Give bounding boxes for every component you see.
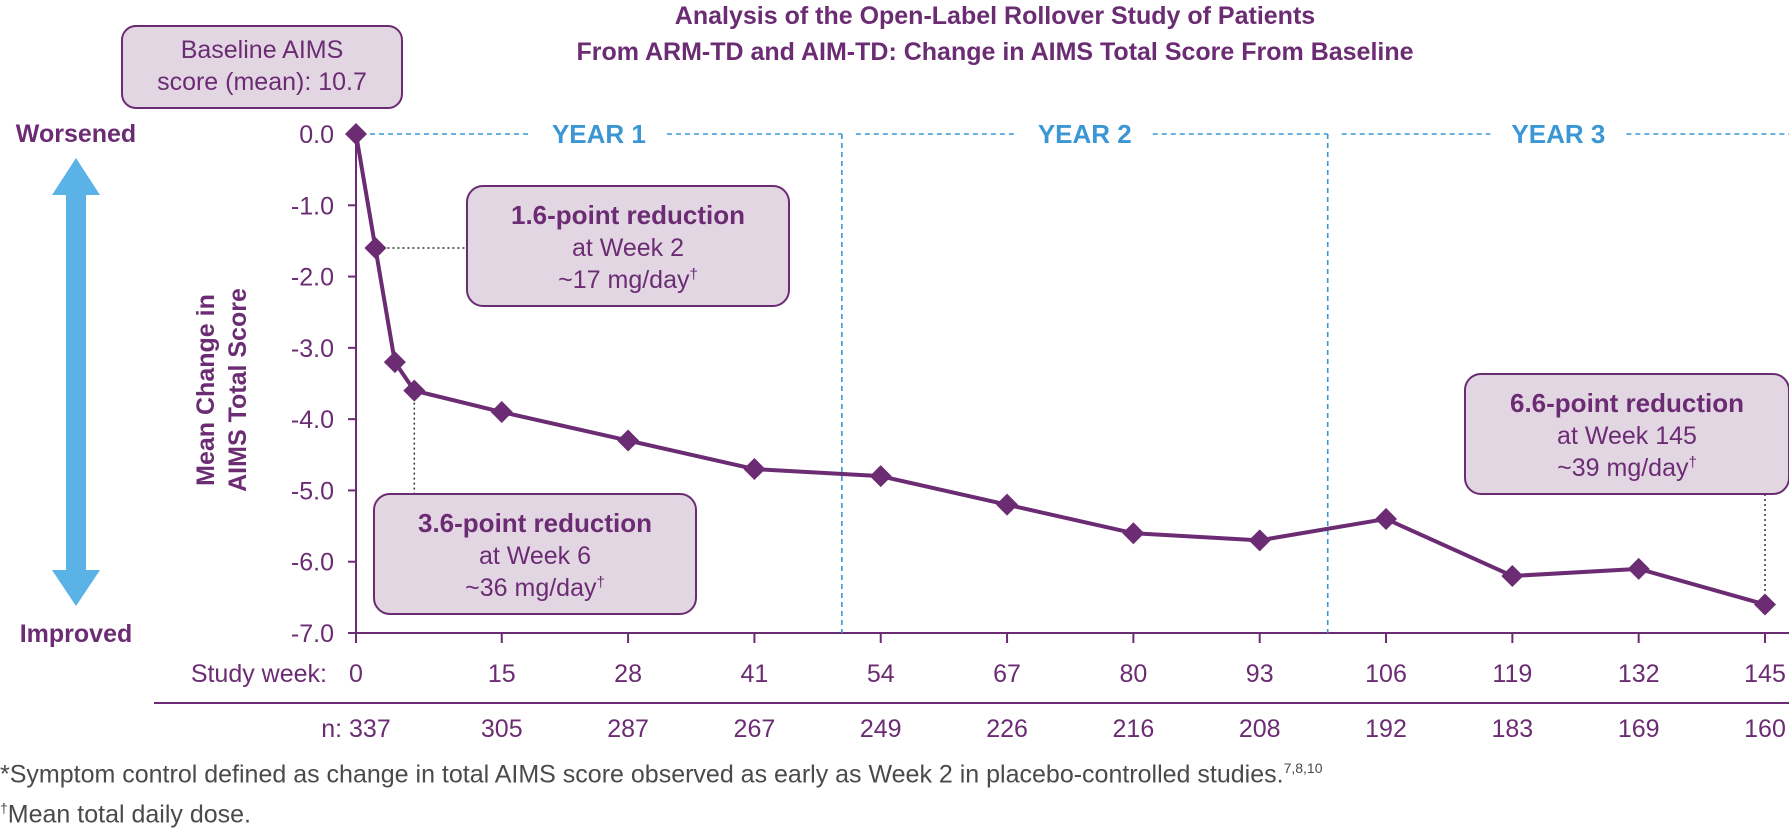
x-tick-label: 106: [1365, 660, 1407, 688]
data-point: [1375, 507, 1398, 530]
year-label: YEAR 3: [1511, 119, 1605, 149]
n-value: n: 337: [321, 715, 391, 743]
x-tick-label: 93: [1246, 660, 1274, 688]
worsened-label: Worsened: [16, 120, 136, 148]
n-value: 287: [607, 715, 649, 743]
year-grid-layer: YEAR 1 YEAR 2 YEAR 3: [370, 119, 1789, 633]
annotation-dose: ~17 mg/day†: [558, 266, 698, 294]
y-tick-label: -4.0: [291, 406, 334, 434]
x-tick-label: 80: [1119, 660, 1147, 688]
y-tick-label: -7.0: [291, 620, 334, 648]
chart-title-line-1: Analysis of the Open-Label Rollover Stud…: [675, 2, 1315, 30]
x-row-label: Study week:: [191, 660, 327, 688]
data-point: [743, 458, 766, 481]
data-point: [1248, 529, 1271, 552]
y-axis-label-line-1: Mean Change in: [192, 294, 220, 486]
annotation-callout: 6.6-point reduction at Week 145 ~39 mg/day…: [1464, 373, 1789, 593]
x-tick-label: 41: [741, 660, 769, 688]
n-value: 192: [1365, 715, 1407, 743]
x-tick-label: 15: [488, 660, 516, 688]
footnote-2-mark: †: [0, 800, 8, 816]
n-value: 160: [1744, 715, 1786, 743]
y-tick-label: -6.0: [291, 549, 334, 577]
annotation-callout: 3.6-point reduction at Week 6 ~36 mg/day†: [373, 402, 697, 615]
data-point: [1501, 564, 1524, 587]
x-tick-label: 28: [614, 660, 642, 688]
annotation-dose: ~39 mg/day†: [1557, 454, 1697, 482]
n-value: 216: [1113, 715, 1155, 743]
x-tick-label: 119: [1492, 660, 1532, 688]
data-point: [1122, 522, 1145, 545]
series-layer: [345, 123, 1776, 616]
annotation-callout: 1.6-point reduction at Week 2 ~17 mg/day†: [387, 185, 790, 307]
footnote-2-text: Mean total daily dose.: [7, 800, 251, 829]
baseline-box: Baseline AIMS score (mean): 10.7: [121, 25, 403, 109]
y-tick-label: -2.0: [291, 264, 334, 292]
x-tick-label: 145: [1744, 660, 1786, 688]
x-tick-label: 67: [993, 660, 1021, 688]
y-axis-label-line-2: AIMS Total Score: [224, 288, 252, 492]
annotation-dose: ~36 mg/day†: [465, 574, 605, 602]
data-point: [383, 351, 406, 374]
x-tick-label: 132: [1618, 660, 1660, 688]
data-point: [996, 493, 1019, 516]
n-value: 208: [1239, 715, 1281, 743]
y-tick-label: -3.0: [291, 335, 334, 363]
footnote-1-text: *Symptom control defined as change in to…: [0, 760, 1284, 789]
improved-label: Improved: [20, 620, 133, 648]
n-value: 169: [1618, 715, 1660, 743]
y-tick-label: -1.0: [291, 192, 334, 220]
footnote-dose: †Mean total daily dose.: [0, 800, 251, 829]
annotation-week: at Week 145: [1557, 422, 1697, 450]
annotation-week: at Week 2: [572, 234, 684, 262]
data-point: [364, 237, 387, 260]
y-tick-label: -5.0: [291, 477, 334, 505]
data-point: [403, 379, 426, 402]
n-value: 183: [1491, 715, 1533, 743]
annotation-heading: 3.6-point reduction: [418, 508, 652, 538]
annotation-heading: 1.6-point reduction: [511, 200, 745, 230]
data-point: [617, 429, 640, 452]
n-value: 267: [734, 715, 776, 743]
footnote-1-refs: 7,8,10: [1283, 760, 1323, 776]
baseline-box-line-2: score (mean): 10.7: [157, 68, 367, 96]
year-label: YEAR 2: [1038, 119, 1132, 149]
data-point: [345, 123, 367, 145]
data-point: [1754, 593, 1776, 616]
x-tick-label: 0: [349, 660, 363, 688]
n-value: 305: [481, 715, 523, 743]
annotation-heading: 6.6-point reduction: [1510, 388, 1744, 418]
chart-title-line-2: From ARM-TD and AIM-TD: Change in AIMS T…: [576, 38, 1413, 66]
y-axis-label: Mean Change in AIMS Total Score: [192, 288, 252, 492]
footnote-symptom-control: *Symptom control defined as change in to…: [0, 760, 1323, 789]
direction-arrow: [52, 158, 100, 606]
annotation-layer: 1.6-point reduction at Week 2 ~17 mg/day† 3…: [373, 185, 1789, 615]
data-point: [490, 401, 513, 424]
n-value: 226: [986, 715, 1028, 743]
annotation-box: [466, 185, 790, 307]
y-tick-label: 0.0: [299, 121, 334, 149]
annotation-box: [373, 493, 697, 615]
data-point: [1627, 557, 1650, 580]
x-tick-label: 54: [867, 660, 895, 688]
axes-layer: 0.0 -1.0 -2.0 -3.0 -4.0 -5.0 -6.0 -7.0 Study wee…: [154, 121, 1789, 743]
n-value: 249: [860, 715, 902, 743]
annotation-week: at Week 6: [479, 542, 591, 570]
baseline-box-line-1: Baseline AIMS: [181, 36, 344, 64]
year-label: YEAR 1: [552, 119, 646, 149]
data-point: [869, 465, 892, 488]
annotation-box: [1464, 373, 1789, 495]
